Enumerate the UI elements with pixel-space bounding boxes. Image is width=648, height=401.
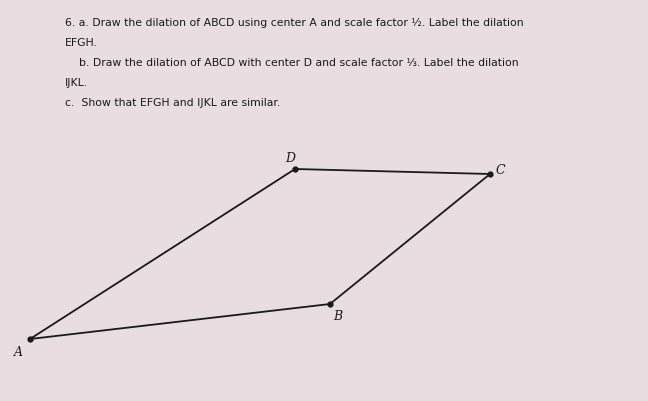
Text: EFGH.: EFGH. <box>65 38 98 48</box>
Text: C: C <box>495 163 505 176</box>
Text: D: D <box>285 151 295 164</box>
Text: A: A <box>14 344 23 358</box>
Text: B: B <box>334 310 343 323</box>
Text: b. Draw the dilation of ABCD with center D and scale factor ⅓. Label the dilatio: b. Draw the dilation of ABCD with center… <box>65 58 518 68</box>
Text: IJKL.: IJKL. <box>65 78 88 88</box>
Text: c.  Show that EFGH and IJKL are similar.: c. Show that EFGH and IJKL are similar. <box>65 98 280 108</box>
Text: 6. a. Draw the dilation of ABCD using center A and scale factor ½. Label the dil: 6. a. Draw the dilation of ABCD using ce… <box>65 18 524 28</box>
